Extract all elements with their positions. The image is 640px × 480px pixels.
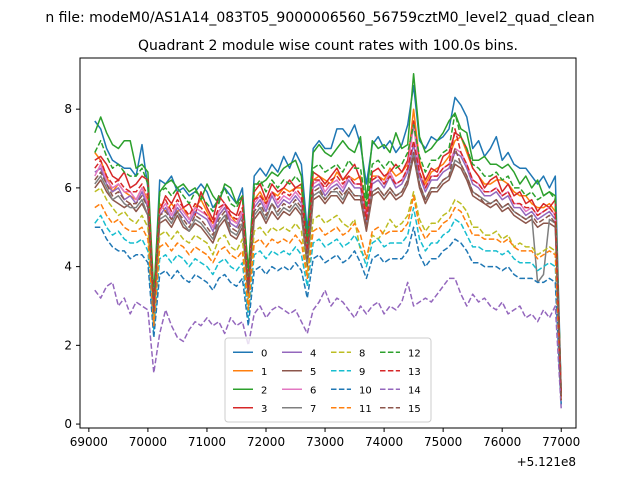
series-line-8 <box>94 187 562 401</box>
legend-label-4: 4 <box>310 348 316 359</box>
figure-suptitle: n file: modeM0/AS1A14_083T05_9000006560_… <box>45 10 594 26</box>
series-line-9 <box>94 206 562 405</box>
x-tick-label: 76000 <box>483 435 521 449</box>
series-line-11 <box>94 195 562 401</box>
legend-label-8: 8 <box>359 348 365 359</box>
x-tick-label: 74000 <box>365 435 403 449</box>
chart-title: Quadrant 2 module wise count rates with … <box>138 38 518 54</box>
series-line-6 <box>94 124 562 397</box>
y-tick-label: 2 <box>64 338 72 352</box>
x-axis-ticks: 69000 70000 71000 72000 73000 74000 75000 76000… <box>70 428 580 449</box>
x-tick-label: 71000 <box>188 435 226 449</box>
series-line-15 <box>94 147 562 401</box>
legend-label-10: 10 <box>359 385 372 396</box>
series-line-0 <box>94 84 562 393</box>
series-lines <box>94 72 562 409</box>
axes-frame <box>79 57 577 429</box>
y-tick-label: 6 <box>64 181 72 195</box>
legend-label-6: 6 <box>310 385 316 396</box>
legend-label-0: 0 <box>261 348 267 359</box>
y-axis-ticks: 0 2 4 6 8 <box>64 102 80 431</box>
x-tick-label: 75000 <box>424 435 462 449</box>
x-tick-label: 72000 <box>247 435 285 449</box>
legend-label-11: 11 <box>359 404 372 415</box>
series-line-3 <box>94 120 562 397</box>
legend-label-13: 13 <box>408 367 421 378</box>
series-line-12 <box>94 112 562 397</box>
x-tick-label: 69000 <box>70 435 108 449</box>
series-line-7 <box>94 151 562 401</box>
legend-box <box>224 337 432 423</box>
legend-label-2: 2 <box>261 385 267 396</box>
legend-label-1: 1 <box>261 367 267 378</box>
legend-label-15: 15 <box>408 404 421 415</box>
legend-label-5: 5 <box>310 367 316 378</box>
x-tick-label: 70000 <box>129 435 167 449</box>
legend-label-3: 3 <box>261 404 267 415</box>
series-line-13 <box>94 128 562 397</box>
series-line-14 <box>94 277 562 409</box>
x-tick-label: 77000 <box>542 435 580 449</box>
x-offset-text: +5.121e8 <box>517 455 576 469</box>
series-line-1 <box>94 108 562 397</box>
series-line-2 <box>94 72 562 393</box>
legend-label-7: 7 <box>310 404 316 415</box>
legend-label-12: 12 <box>408 348 421 359</box>
legend-label-9: 9 <box>359 367 365 378</box>
legend-label-14: 14 <box>408 385 421 396</box>
y-tick-label: 8 <box>64 102 72 116</box>
y-tick-label: 0 <box>64 417 72 431</box>
y-tick-label: 4 <box>64 260 72 274</box>
series-line-10 <box>94 226 562 405</box>
x-tick-label: 73000 <box>306 435 344 449</box>
